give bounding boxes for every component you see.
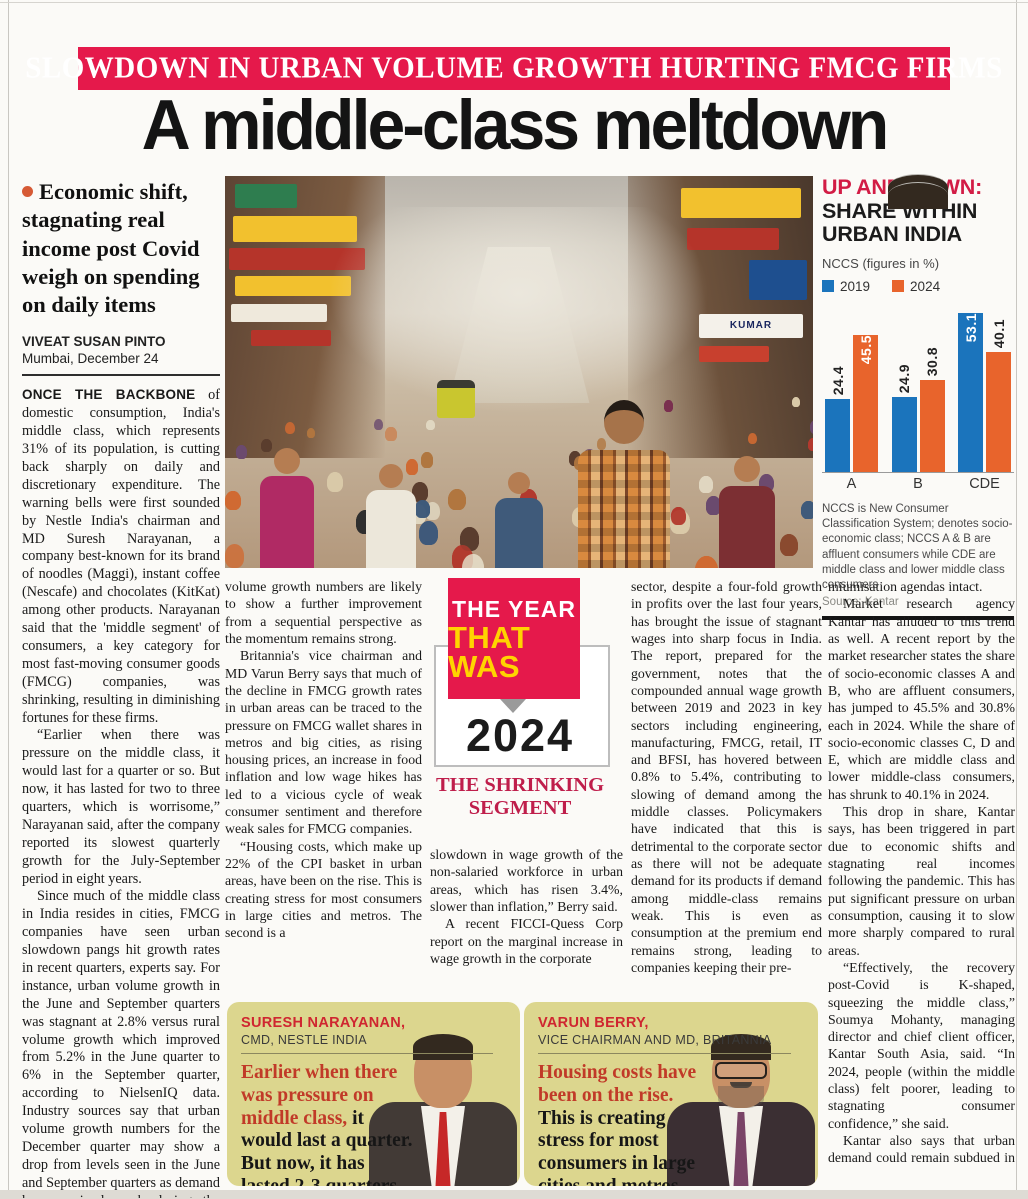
article-column-4: sector, despite a four-fold growth in pr… xyxy=(631,578,822,992)
photo-person xyxy=(260,448,315,568)
photo-sign xyxy=(231,304,327,322)
legend-swatch-2024 xyxy=(892,280,905,293)
chart-footnote: NCCS is New Consumer Classification Syst… xyxy=(822,502,1013,592)
byline-dateline: Mumbai, December 24 xyxy=(22,350,159,366)
byline: VIVEAT SUSAN PINTO Mumbai, December 24 xyxy=(22,334,220,368)
thick-rule xyxy=(822,615,1014,620)
photo-person xyxy=(495,472,544,568)
bar-value-label: 45.5 xyxy=(857,334,874,365)
left-column: Economic shift, stagnating real income p… xyxy=(22,178,220,1198)
year-badge-red-box: THE YEAR THAT WAS xyxy=(448,578,580,699)
bullet-icon xyxy=(22,186,33,197)
photo-person-plaid-shirt xyxy=(577,400,670,568)
kicker-banner: SLOWDOWN IN URBAN VOLUME GROWTH HURTING … xyxy=(25,47,1002,90)
glasses-icon xyxy=(715,1062,767,1079)
beard xyxy=(718,1086,764,1108)
paragraph: This drop in share, Kantar says, has bee… xyxy=(828,804,1015,958)
mustache xyxy=(730,1082,752,1088)
bar-2024-B xyxy=(919,379,945,472)
category-label-B: B xyxy=(913,475,923,492)
page-edge-line xyxy=(0,2,1028,3)
photo-person xyxy=(718,456,775,568)
quote-title: VICE CHAIRMAN AND MD, BRITANNIA xyxy=(538,1033,772,1047)
quote-text: Housing costs have been on the rise. Thi… xyxy=(538,1062,697,1186)
byline-author: VIVEAT SUSAN PINTO xyxy=(22,333,166,349)
standfirst: Economic shift, stagnating real income p… xyxy=(22,179,200,318)
divider xyxy=(888,182,948,209)
bar-group-CDE: 53.1 40.1 xyxy=(958,304,1011,472)
article-column-3: THE YEAR THAT WAS 2024 THE SHRINKING SEG… xyxy=(430,578,623,992)
paragraph: slowdown in wage growth of the non-salar… xyxy=(430,847,623,914)
chart-legend: 2019 2024 xyxy=(822,279,1014,294)
category-label-CDE: CDE xyxy=(969,475,1000,492)
bar-value-label: 30.8 xyxy=(924,346,940,376)
legend-item-2019: 2019 xyxy=(822,279,870,294)
divider xyxy=(241,1053,493,1054)
bar-2019-CDE: 53.1 xyxy=(958,312,983,472)
chart-plot: 24.4 45.5 24.9 30.8 53.1 40.1 xyxy=(822,304,1014,473)
photo-sign xyxy=(235,184,297,208)
quote-box-narayanan: SURESH NARAYANAN, CMD, NESTLE INDIA Earl… xyxy=(227,1002,520,1186)
photo-sign xyxy=(749,260,807,300)
bar-value-label: 24.4 xyxy=(829,365,846,395)
chart-category-labels: A B CDE xyxy=(822,473,1014,492)
article-column-1: ONCE THE BACKBONE of domestic consumptio… xyxy=(22,386,220,1198)
bar-2019-B xyxy=(891,396,917,472)
photo-rickshaw xyxy=(436,379,475,418)
bar-2024-A: 45.5 xyxy=(853,334,878,472)
paragraph: Since much of the middle class in India … xyxy=(22,888,220,1198)
photo-person xyxy=(366,464,417,568)
varun-berry-photo xyxy=(666,1034,816,1186)
badge-tagline: THE SHRINKING SEGMENT xyxy=(435,774,605,819)
kicker-text: SLOWDOWN IN URBAN VOLUME GROWTH HURTING … xyxy=(25,51,1003,85)
badge-line1: THE YEAR xyxy=(452,595,576,622)
quote-name: SURESH NARAYANAN, xyxy=(241,1015,406,1031)
street-photo: KUMAR xyxy=(225,176,813,568)
bar-group-A: 24.4 45.5 xyxy=(825,304,878,472)
byline-rule xyxy=(22,374,220,377)
page-edge-strip xyxy=(0,1190,1028,1199)
bar-value-label: 40.1 xyxy=(990,318,1007,348)
badge-year: 2024 xyxy=(465,710,575,761)
legend-swatch-2019 xyxy=(822,280,834,293)
divider xyxy=(538,1053,791,1054)
photo-sign xyxy=(251,330,331,346)
category-label-A: A xyxy=(846,475,857,492)
paragraph: A recent FICCI-Quess Corp report on the … xyxy=(430,916,623,966)
photo-haze xyxy=(313,207,725,423)
article-column-2: volume growth numbers are likely to show… xyxy=(225,578,422,992)
bar-value-label: 53.1 xyxy=(962,312,979,343)
paragraph: volume growth numbers are likely to show… xyxy=(225,579,422,646)
badge-pointer-icon xyxy=(500,699,526,713)
quote-text: Earlier when there was pressure on middl… xyxy=(241,1062,413,1186)
paragraph: “Effectively, the recovery post-Covid is… xyxy=(828,959,1015,1131)
year-badge: THE YEAR THAT WAS 2024 THE SHRINKING SEG… xyxy=(430,578,623,846)
quote-title: CMD, NESTLE INDIA xyxy=(241,1033,367,1047)
chart-source: Source: Kantar xyxy=(822,595,899,608)
paragraph: sector, despite a four-fold growth in pr… xyxy=(631,579,822,975)
bar-2024-CDE xyxy=(986,351,1011,472)
page-edge-line xyxy=(1016,0,1017,1199)
badge-line2: THAT WAS xyxy=(448,619,531,684)
quote-box-berry: VARUN BERRY, VICE CHAIRMAN AND MD, BRITA… xyxy=(524,1002,818,1186)
legend-item-2024: 2024 xyxy=(892,279,940,294)
page-edge-line xyxy=(8,0,9,1199)
paragraph: ONCE THE BACKBONE of domestic consumptio… xyxy=(22,387,220,726)
article-column-5: miumisation agendas intact. Market resea… xyxy=(828,578,1015,1170)
paragraph: Kantar also says that urban demand could… xyxy=(828,1133,1015,1170)
suresh-narayanan-photo xyxy=(368,1034,518,1186)
paragraph: miumisation agendas intact. xyxy=(828,579,983,594)
paragraph: “Earlier when there was pressure on the … xyxy=(22,727,220,887)
bar-group-B: 24.9 30.8 xyxy=(891,304,945,472)
paragraph: Britannia's vice chairman and MD Varun B… xyxy=(225,648,422,837)
quote-name: VARUN BERRY, xyxy=(538,1015,649,1031)
bar-2019-A xyxy=(825,398,850,472)
paragraph: “Housing costs, which make up 22% of the… xyxy=(225,838,422,941)
chart-subtitle: NCCS (figures in %) xyxy=(822,255,940,271)
headline: A middle-class meltdown xyxy=(141,85,890,165)
paragraph: Market research agency Kantar has allude… xyxy=(828,596,1015,802)
chart-panel: UP AND DOWN: SHARE WITHIN URBAN INDIA NC… xyxy=(822,174,1014,620)
bar-value-label: 24.9 xyxy=(896,363,912,393)
